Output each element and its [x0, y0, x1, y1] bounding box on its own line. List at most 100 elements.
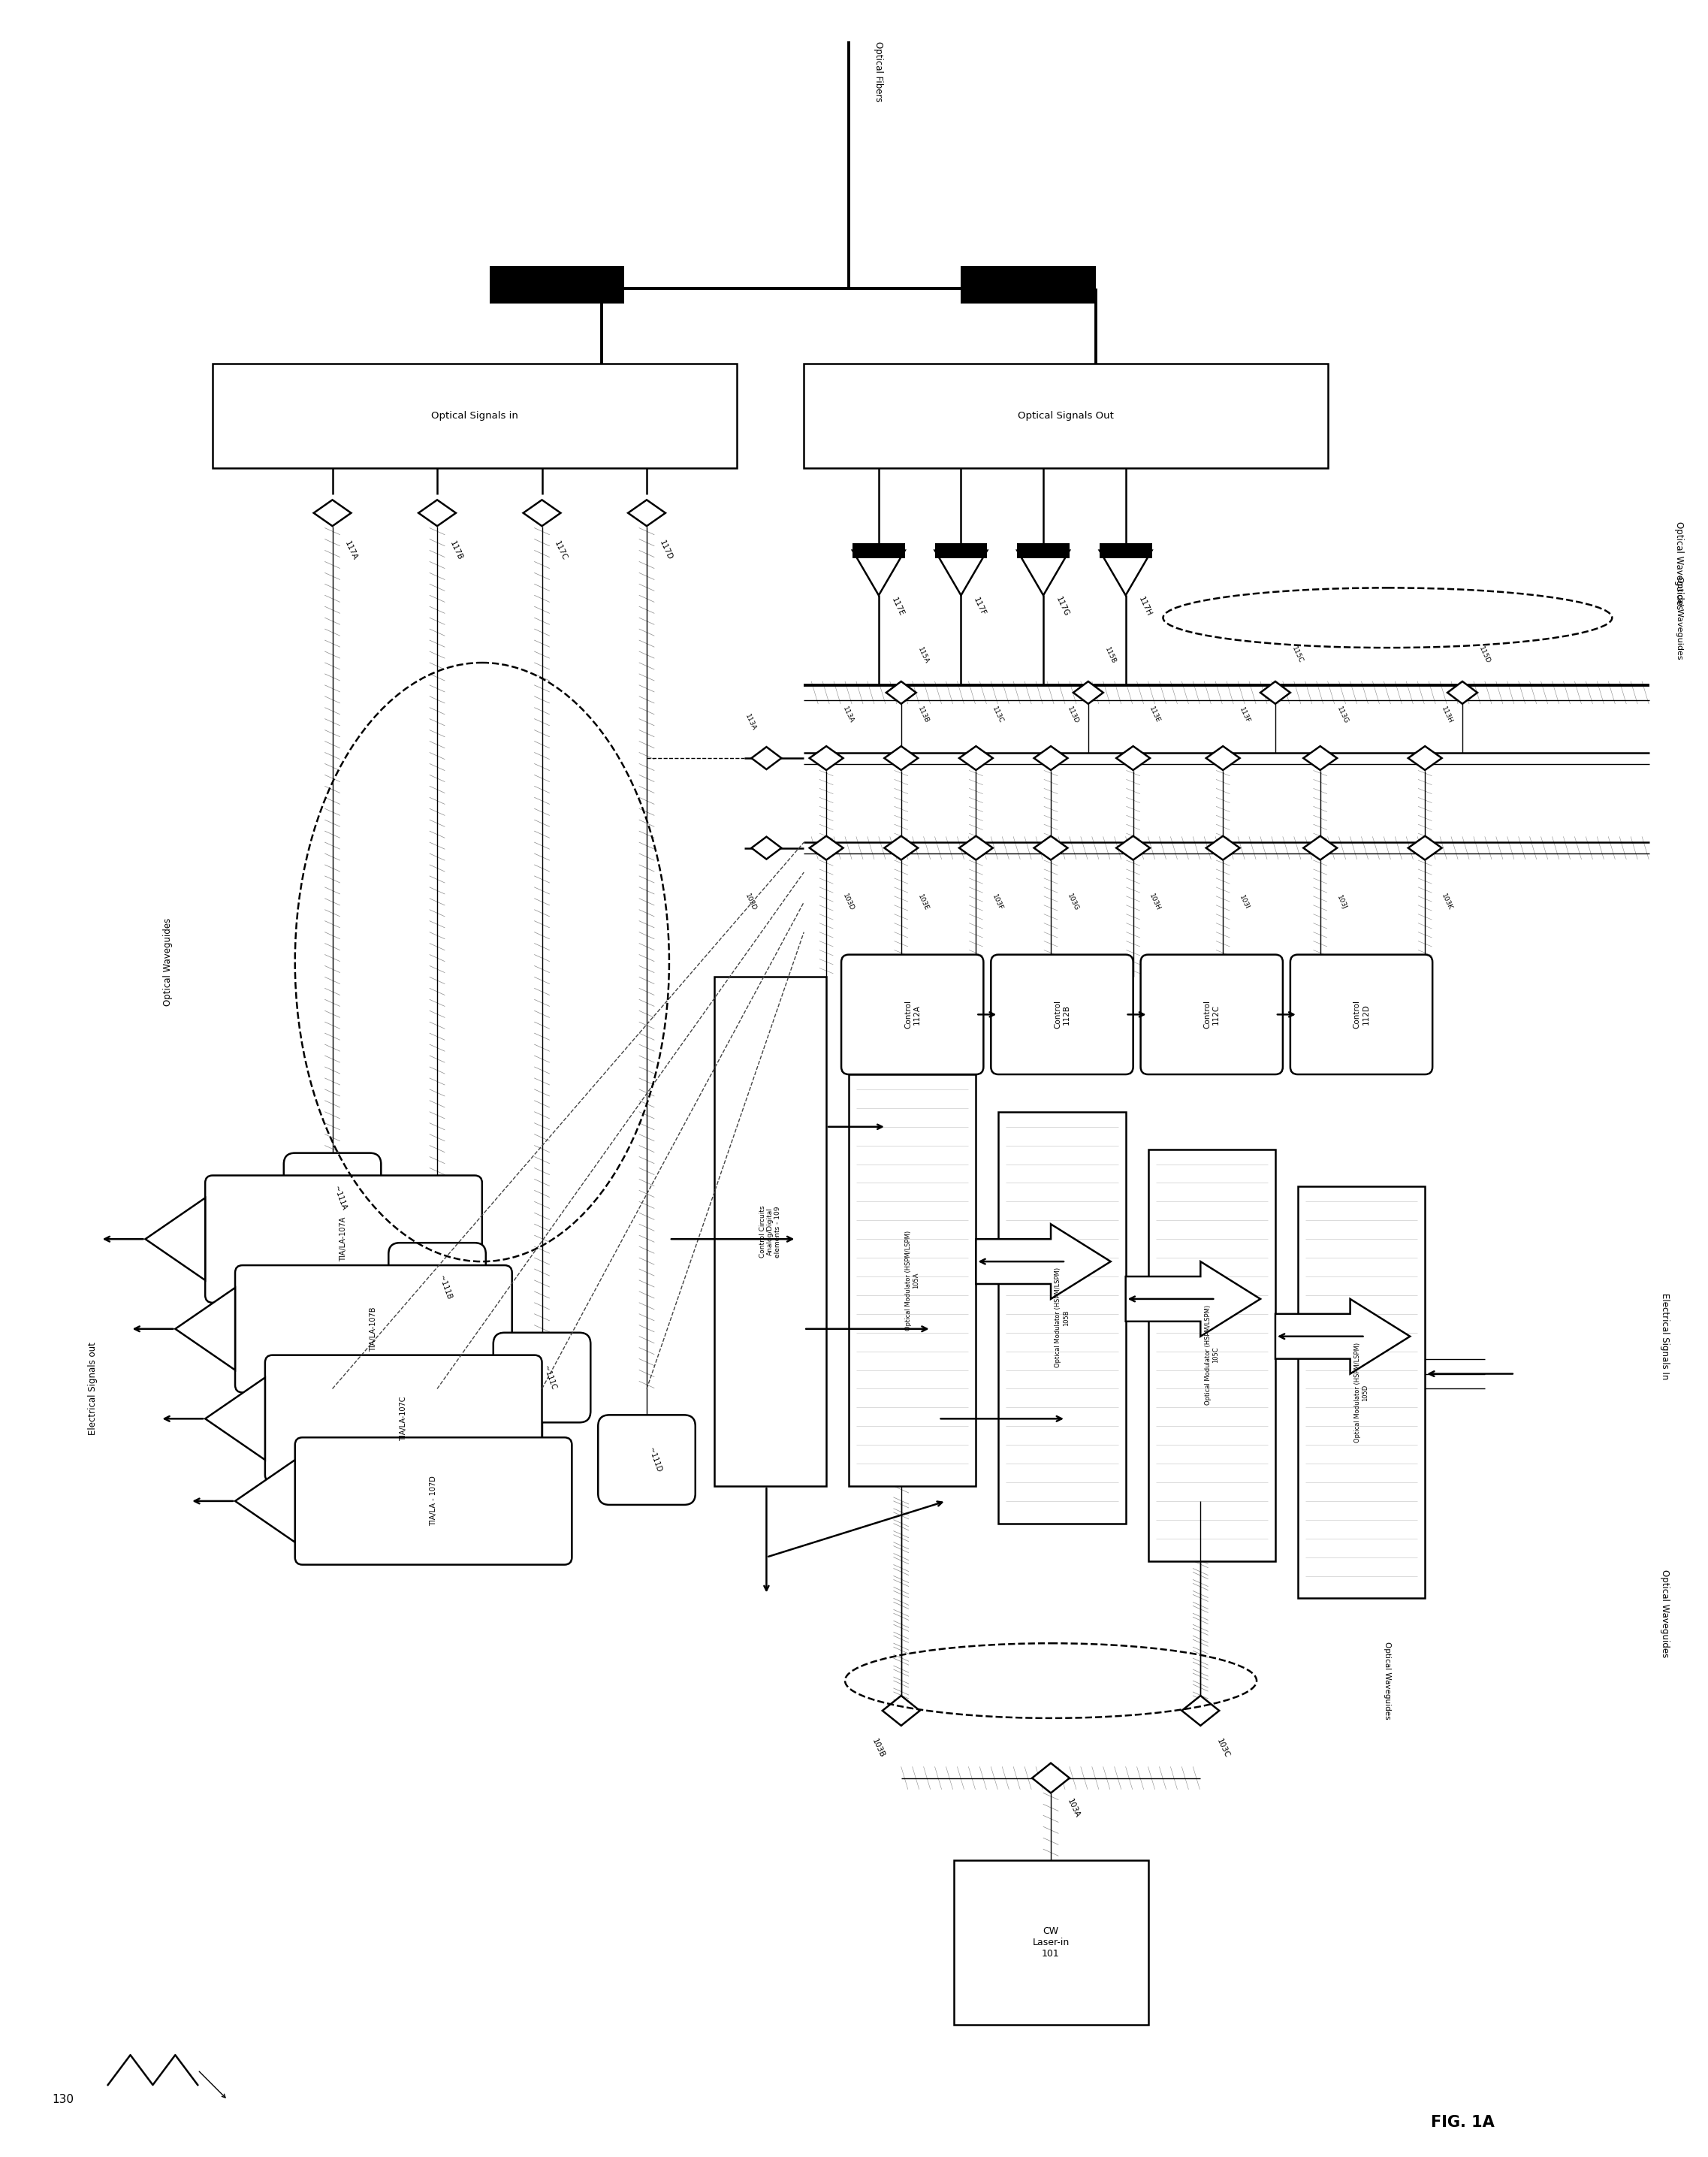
Polygon shape — [1117, 837, 1149, 861]
Text: Optical Modulator (HSPM/LSPM)
105D: Optical Modulator (HSPM/LSPM) 105D — [1354, 1342, 1368, 1443]
FancyBboxPatch shape — [1141, 956, 1283, 1074]
Polygon shape — [1303, 746, 1337, 770]
Text: Optical Waveguides: Optical Waveguides — [1660, 1570, 1669, 1657]
Text: 117E: 117E — [890, 595, 905, 617]
Text: 103F: 103F — [991, 893, 1004, 910]
Bar — [852, 544, 905, 559]
Polygon shape — [960, 746, 992, 770]
Polygon shape — [885, 746, 917, 770]
Text: Optical Modulator (HSPM/LSPM)
105A: Optical Modulator (HSPM/LSPM) 105A — [905, 1229, 919, 1331]
Polygon shape — [176, 1288, 236, 1370]
Polygon shape — [1117, 746, 1149, 770]
Bar — [962, 265, 1097, 304]
Text: 103G: 103G — [1066, 893, 1079, 912]
Text: TIA/LA-107A: TIA/LA-107A — [340, 1217, 347, 1262]
Text: Optical Waveguides: Optical Waveguides — [1676, 576, 1682, 660]
Polygon shape — [1126, 1262, 1261, 1337]
Text: Optical Waveguides: Optical Waveguides — [1674, 522, 1684, 610]
FancyBboxPatch shape — [265, 1355, 541, 1482]
Bar — [849, 1074, 975, 1486]
Polygon shape — [852, 550, 905, 595]
Polygon shape — [629, 500, 666, 526]
Text: 103J: 103J — [1336, 893, 1348, 910]
Bar — [1298, 1186, 1424, 1598]
Bar — [1100, 544, 1151, 559]
Text: Optical Fibers: Optical Fibers — [874, 41, 883, 101]
FancyBboxPatch shape — [295, 1437, 572, 1564]
Polygon shape — [1033, 746, 1068, 770]
Polygon shape — [934, 550, 987, 595]
Polygon shape — [1276, 1299, 1411, 1374]
Text: Optical Modulator (HSPM/LSPM)
105C: Optical Modulator (HSPM/LSPM) 105C — [1204, 1305, 1220, 1404]
Polygon shape — [752, 837, 782, 858]
Polygon shape — [1182, 1695, 1220, 1726]
Text: ~111C: ~111C — [541, 1365, 557, 1391]
Text: Control
112A: Control 112A — [904, 1001, 921, 1029]
Text: Control
112C: Control 112C — [1204, 1001, 1220, 1029]
Polygon shape — [1100, 550, 1151, 595]
Text: 113A: 113A — [842, 705, 854, 725]
Text: 103H: 103H — [1148, 893, 1161, 912]
Polygon shape — [1032, 1762, 1069, 1792]
FancyBboxPatch shape — [284, 1154, 381, 1242]
Text: 117B: 117B — [449, 539, 465, 561]
Text: Control Circuits
Analog/Digital
elements - 109: Control Circuits Analog/Digital elements… — [758, 1206, 781, 1258]
Text: 115C: 115C — [1290, 645, 1303, 664]
Bar — [714, 977, 827, 1486]
Text: 113G: 113G — [1336, 705, 1349, 725]
Text: 103C: 103C — [1216, 1736, 1231, 1758]
Text: 117C: 117C — [553, 539, 569, 561]
Text: TIA/LA-107B: TIA/LA-107B — [371, 1307, 377, 1350]
Bar — [214, 362, 736, 468]
Text: 103K: 103K — [1440, 893, 1454, 912]
Polygon shape — [1206, 746, 1240, 770]
Text: 117A: 117A — [343, 539, 359, 561]
FancyBboxPatch shape — [205, 1176, 482, 1303]
Text: 115A: 115A — [915, 645, 929, 664]
Polygon shape — [1407, 746, 1442, 770]
Text: 117F: 117F — [972, 595, 987, 617]
Bar — [1018, 544, 1069, 559]
Text: 113H: 113H — [1440, 705, 1454, 725]
Text: 103D: 103D — [842, 893, 856, 912]
Polygon shape — [883, 1695, 921, 1726]
Polygon shape — [960, 837, 992, 861]
Polygon shape — [1073, 682, 1103, 703]
Text: 103E: 103E — [915, 893, 929, 912]
Text: FIG. 1A: FIG. 1A — [1431, 2114, 1494, 2129]
Polygon shape — [145, 1197, 205, 1281]
Text: 113A: 113A — [745, 714, 758, 731]
Text: Electrical Signals out: Electrical Signals out — [89, 1342, 97, 1434]
Text: Control
112B: Control 112B — [1054, 1001, 1071, 1029]
Polygon shape — [886, 682, 915, 703]
Text: ~111D: ~111D — [647, 1447, 663, 1473]
FancyBboxPatch shape — [236, 1266, 512, 1393]
Polygon shape — [205, 1378, 265, 1460]
Text: Optical Waveguides: Optical Waveguides — [1383, 1641, 1392, 1719]
Polygon shape — [236, 1460, 295, 1542]
Bar — [804, 362, 1327, 468]
Bar — [490, 265, 623, 304]
Text: 103B: 103B — [871, 1736, 886, 1758]
Bar — [934, 544, 987, 559]
Bar — [1148, 1150, 1276, 1562]
Polygon shape — [1447, 682, 1477, 703]
Polygon shape — [1407, 837, 1442, 861]
Text: 130: 130 — [53, 2094, 73, 2105]
Text: 115B: 115B — [1103, 645, 1117, 664]
Polygon shape — [885, 837, 917, 861]
Text: 115D: 115D — [1477, 645, 1491, 664]
Polygon shape — [1033, 837, 1068, 861]
Text: Optical Modulator (HSPM/LSPM)
105B: Optical Modulator (HSPM/LSPM) 105B — [1056, 1268, 1069, 1368]
Text: 117G: 117G — [1054, 595, 1071, 617]
Polygon shape — [1303, 837, 1337, 861]
Polygon shape — [752, 746, 782, 770]
Text: 113B: 113B — [915, 705, 929, 725]
Polygon shape — [810, 746, 844, 770]
Text: ~111B: ~111B — [437, 1275, 453, 1301]
Text: Electrical Signals In: Electrical Signals In — [1660, 1292, 1669, 1380]
FancyBboxPatch shape — [1290, 956, 1433, 1074]
Bar — [953, 1859, 1148, 2025]
Polygon shape — [314, 500, 352, 526]
Text: Optical Signals Out: Optical Signals Out — [1018, 410, 1114, 421]
